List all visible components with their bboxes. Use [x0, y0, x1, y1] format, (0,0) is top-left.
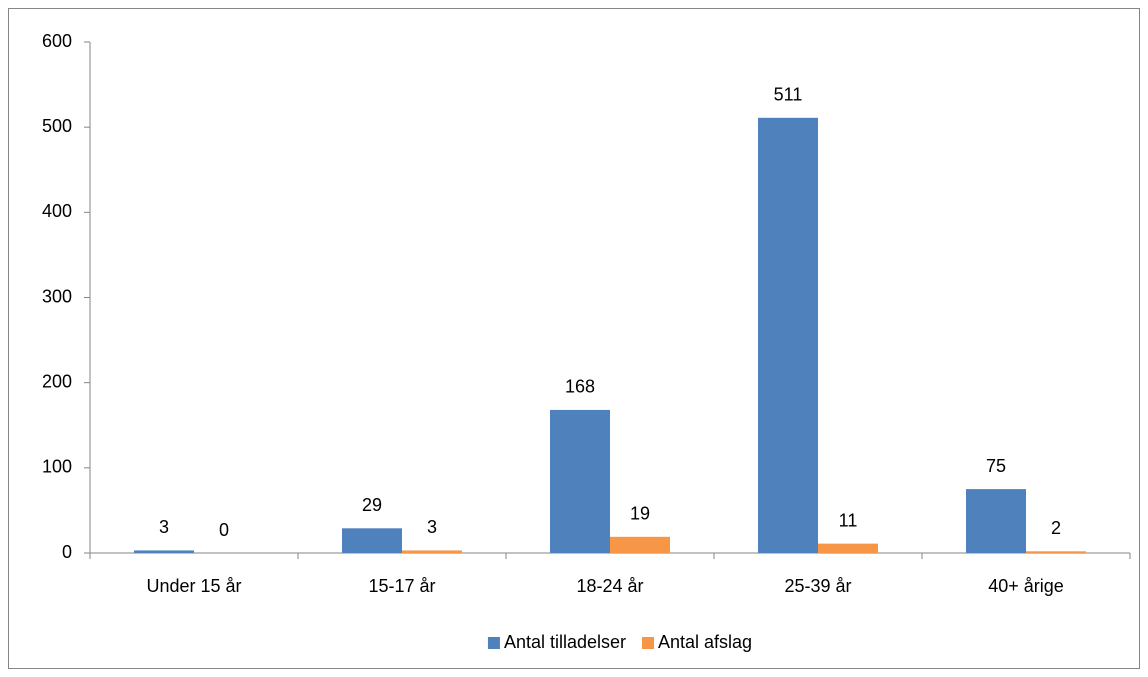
legend-label: Antal tilladelser	[504, 632, 626, 652]
bar	[758, 117, 818, 553]
y-tick-label: 200	[42, 371, 72, 391]
data-label: 3	[159, 517, 169, 537]
legend-swatch	[487, 637, 500, 649]
data-label: 75	[986, 456, 1006, 476]
legend-label: Antal afslag	[658, 632, 752, 652]
data-label: 29	[362, 495, 382, 515]
data-label: 168	[565, 377, 595, 397]
bar	[966, 489, 1026, 553]
x-tick-label: 15-17 år	[368, 576, 435, 596]
data-label: 19	[630, 504, 650, 524]
bar	[402, 550, 462, 553]
y-tick-label: 500	[42, 116, 72, 136]
data-label: 511	[774, 85, 803, 105]
data-label: 11	[839, 510, 858, 530]
bar	[818, 543, 878, 553]
y-tick-label: 400	[42, 201, 72, 221]
data-label: 0	[219, 520, 229, 540]
x-tick-label: 18-24 år	[576, 576, 643, 596]
data-label: 3	[427, 517, 437, 537]
y-tick-label: 100	[42, 457, 72, 477]
bar	[610, 536, 670, 553]
x-tick-label: Under 15 år	[146, 576, 241, 596]
bar	[1026, 551, 1086, 553]
data-label: 2	[1051, 518, 1061, 538]
y-tick-label: 300	[42, 286, 72, 306]
chart-frame	[8, 8, 1140, 669]
y-tick-label: 0	[62, 542, 72, 562]
y-tick-label: 600	[42, 31, 72, 51]
legend-swatch	[642, 637, 654, 649]
x-tick-label: 40+ årige	[988, 576, 1064, 596]
bar	[134, 550, 194, 553]
bar	[550, 409, 610, 553]
bar	[342, 528, 402, 553]
x-tick-label: 25-39 år	[784, 576, 851, 596]
